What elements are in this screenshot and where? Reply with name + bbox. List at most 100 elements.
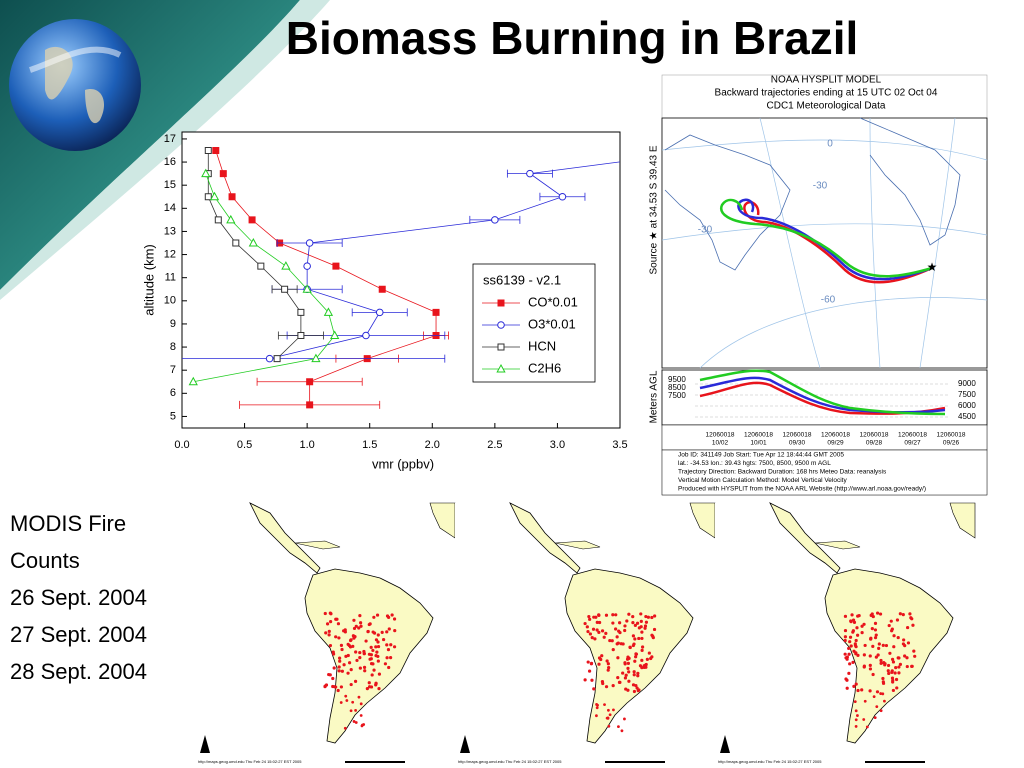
fire-dot <box>848 635 853 639</box>
fire-dot <box>588 617 592 621</box>
fire-dot <box>353 679 358 683</box>
fire-dot <box>597 613 601 617</box>
fire-dot <box>590 678 594 682</box>
fire-dot <box>639 619 643 623</box>
fire-dot <box>585 625 589 629</box>
fire-dot <box>849 619 853 623</box>
info-line: lat.: -34.53 lon.: 39.43 hgts: 7500, 850… <box>678 460 831 467</box>
map-grid <box>661 117 988 369</box>
fire-dot <box>359 624 363 628</box>
fire-dot <box>876 653 880 657</box>
fire-dot <box>862 664 866 668</box>
fire-dot <box>640 666 644 670</box>
fire-dot <box>343 726 347 730</box>
y-tick-label: 13 <box>164 225 176 237</box>
time-hours: 12060018 <box>860 432 889 439</box>
fire-dot <box>635 686 639 690</box>
legend-marker <box>497 299 505 307</box>
fire-dot <box>906 641 911 645</box>
fire-dot <box>608 713 612 717</box>
fire-dot <box>626 661 631 665</box>
fire-dot <box>360 724 364 728</box>
series <box>188 168 340 386</box>
fire-dot <box>860 688 864 692</box>
fire-dot <box>374 645 378 649</box>
fire-dot <box>873 716 877 720</box>
fire-dot <box>595 714 598 718</box>
fire-dot <box>611 613 615 617</box>
fire-dot <box>851 629 855 633</box>
fire-dot <box>631 634 635 638</box>
fire-dot <box>337 636 341 640</box>
fire-dot <box>854 709 858 713</box>
fire-dot <box>383 662 388 666</box>
fire-dot <box>336 688 340 693</box>
fire-dot <box>334 635 338 639</box>
x-tick-label: 2.0 <box>425 439 440 451</box>
fire-dot <box>602 635 606 639</box>
fire-dot <box>352 720 356 723</box>
marker <box>311 353 321 363</box>
fire-dot <box>338 656 342 660</box>
fire-dot <box>878 612 883 616</box>
x-tick-label: 1.5 <box>362 439 377 451</box>
hysplit-header: Backward trajectories ending at 15 UTC 0… <box>715 88 938 99</box>
fire-dot <box>618 621 622 625</box>
time-hours: 12060018 <box>898 432 927 439</box>
marker <box>378 285 386 293</box>
modis-text: Counts <box>10 548 80 573</box>
fire-dot <box>623 676 628 680</box>
fire-dot <box>368 622 372 626</box>
fire-dot <box>871 644 875 648</box>
marker <box>273 355 281 363</box>
marker <box>330 330 340 339</box>
fire-dot <box>621 671 625 675</box>
fire-dot <box>385 643 389 647</box>
fire-dot <box>632 689 637 694</box>
fire-dot <box>377 672 382 676</box>
globe <box>9 19 141 151</box>
fire-dot <box>883 699 886 703</box>
modis-text: MODIS Fire <box>10 511 126 536</box>
fire-dot <box>611 621 615 625</box>
fire-dot <box>606 708 610 712</box>
fire-dot <box>909 616 913 620</box>
fire-dot <box>351 634 355 638</box>
fire-dot <box>624 687 628 691</box>
fire-dot <box>903 654 907 658</box>
fire-dot <box>335 617 339 621</box>
fire-dot <box>892 634 896 638</box>
fire-dot <box>627 679 631 683</box>
fire-dot <box>337 669 341 673</box>
fire-dot <box>632 670 636 674</box>
marker <box>432 308 440 316</box>
fire-dot <box>604 631 608 635</box>
fire-dot <box>891 660 896 664</box>
fire-dot <box>627 612 631 616</box>
fire-map <box>454 502 716 768</box>
fire-dot <box>620 729 624 733</box>
fire-dot <box>873 628 878 632</box>
fire-dot <box>895 686 899 690</box>
plot-series <box>182 147 620 409</box>
fire-dot <box>349 668 353 672</box>
fire-dot <box>857 613 861 618</box>
fire-dot <box>879 661 883 665</box>
legend-label: CO*0.01 <box>528 294 578 309</box>
fire-dot <box>870 627 874 631</box>
fire-dot <box>847 671 851 675</box>
fire-dot <box>887 671 891 676</box>
marker <box>281 285 289 293</box>
fire-dot <box>331 676 335 681</box>
fire-dot <box>387 665 391 670</box>
time-hours: 12060018 <box>744 432 773 439</box>
globe-land <box>45 46 105 124</box>
fire-dot <box>323 611 327 616</box>
fire-dot <box>586 629 590 634</box>
fire-dot <box>375 613 380 617</box>
fire-dot <box>623 717 626 721</box>
fire-dot <box>852 620 857 624</box>
fire-dot <box>583 678 587 682</box>
map-footer: http://maps.geog.umd.edu Thu Feb 24 15:0… <box>198 759 302 764</box>
